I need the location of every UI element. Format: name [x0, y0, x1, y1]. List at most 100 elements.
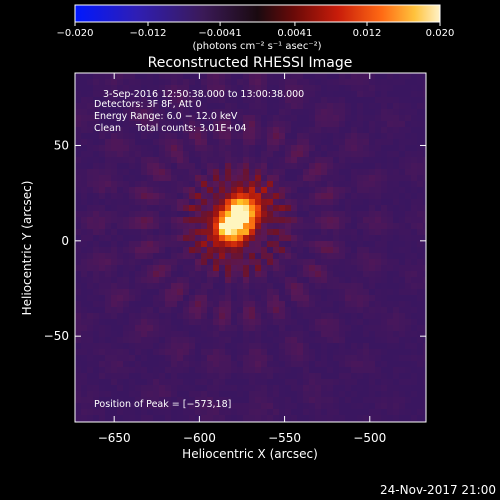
heatmap-cell — [273, 373, 280, 380]
heatmap-cell — [135, 199, 142, 206]
heatmap-cell — [81, 193, 88, 200]
heatmap-cell — [327, 253, 334, 260]
heatmap-cell — [135, 259, 142, 266]
heatmap-cell — [375, 157, 382, 164]
heatmap-cell — [171, 271, 178, 278]
heatmap-cell — [225, 193, 232, 200]
heatmap-cell — [399, 73, 406, 80]
heatmap-cell — [195, 145, 202, 152]
heatmap-cell — [399, 103, 406, 110]
heatmap-cell — [309, 157, 316, 164]
heatmap-cell — [267, 331, 274, 338]
heatmap-cell — [201, 325, 208, 332]
heatmap-cell — [417, 277, 424, 284]
heatmap-cell — [207, 127, 214, 134]
heatmap-cell — [237, 379, 244, 386]
heatmap-cell — [93, 73, 100, 80]
heatmap-cell — [315, 211, 322, 218]
heatmap-cell — [123, 115, 130, 122]
heatmap-cell — [327, 343, 334, 350]
colorbar-ticks: −0.020 −0.012 −0.0041 0.0041 0.012 0.020 — [56, 22, 454, 39]
heatmap-cell — [219, 247, 226, 254]
heatmap-cell — [237, 241, 244, 248]
heatmap-cell — [165, 379, 172, 386]
heatmap-cell — [345, 211, 352, 218]
heatmap-cell — [357, 115, 364, 122]
heatmap-cell — [177, 373, 184, 380]
heatmap-cell — [423, 385, 426, 392]
heatmap-cell — [213, 277, 220, 284]
heatmap-cell — [123, 79, 130, 86]
heatmap-cell — [321, 109, 328, 116]
heatmap-cell — [255, 223, 262, 230]
heatmap-cell — [171, 307, 178, 314]
heatmap-cell — [177, 211, 184, 218]
heatmap-cell — [225, 355, 232, 362]
heatmap-cell — [177, 175, 184, 182]
heatmap-cell — [213, 169, 220, 176]
heatmap-cell — [399, 295, 406, 302]
heatmap-cell — [75, 181, 82, 188]
heatmap-cell — [291, 121, 298, 128]
heatmap-cell — [243, 277, 250, 284]
heatmap-cell — [183, 373, 190, 380]
heatmap-cell — [267, 367, 274, 374]
heatmap-cell — [201, 223, 208, 230]
heatmap-cell — [423, 187, 426, 194]
heatmap-cell — [375, 169, 382, 176]
heatmap-cell — [225, 289, 232, 296]
heatmap-cell — [213, 265, 220, 272]
heatmap-cell — [153, 301, 160, 308]
heatmap-cell — [159, 109, 166, 116]
heatmap-cell — [231, 253, 238, 260]
heatmap-cell — [315, 355, 322, 362]
heatmap-cell — [369, 379, 376, 386]
heatmap-cell — [327, 145, 334, 152]
heatmap-cell — [195, 217, 202, 224]
heatmap-cell — [375, 199, 382, 206]
heatmap-cell — [255, 121, 262, 128]
heatmap-cell — [123, 325, 130, 332]
heatmap-cell — [327, 379, 334, 386]
heatmap-cell — [135, 139, 142, 146]
heatmap-cell — [225, 385, 232, 392]
heatmap-cell — [249, 397, 256, 404]
heatmap-cell — [225, 295, 232, 302]
heatmap-cell — [243, 355, 250, 362]
heatmap-cell — [123, 181, 130, 188]
heatmap-cell — [147, 325, 154, 332]
heatmap-cell — [351, 217, 358, 224]
heatmap-cell — [129, 79, 136, 86]
heatmap-cell — [171, 385, 178, 392]
heatmap-cell — [225, 361, 232, 368]
heatmap-cell — [117, 205, 124, 212]
heatmap-cell — [195, 283, 202, 290]
heatmap-cell — [183, 397, 190, 404]
heatmap-cell — [261, 139, 268, 146]
heatmap-cell — [99, 175, 106, 182]
heatmap-cell — [423, 403, 426, 410]
heatmap-cell — [417, 157, 424, 164]
heatmap-cell — [363, 385, 370, 392]
heatmap-cell — [315, 133, 322, 140]
heatmap-cell — [129, 301, 136, 308]
heatmap-cell — [423, 289, 426, 296]
heatmap-cell — [147, 337, 154, 344]
heatmap-cell — [201, 271, 208, 278]
heatmap-cell — [279, 289, 286, 296]
heatmap-cell — [369, 169, 376, 176]
heatmap-cell — [261, 121, 268, 128]
heatmap-cell — [225, 127, 232, 134]
heatmap-cell — [159, 127, 166, 134]
heatmap-cell — [339, 265, 346, 272]
heatmap-cell — [327, 361, 334, 368]
heatmap-cell — [75, 151, 82, 158]
heatmap-cell — [147, 133, 154, 140]
heatmap-cell — [399, 235, 406, 242]
heatmap-cell — [237, 163, 244, 170]
heatmap-cell — [375, 229, 382, 236]
heatmap-cell — [219, 85, 226, 92]
heatmap-cell — [357, 337, 364, 344]
heatmap-cell — [303, 145, 310, 152]
heatmap-cell — [411, 73, 418, 80]
